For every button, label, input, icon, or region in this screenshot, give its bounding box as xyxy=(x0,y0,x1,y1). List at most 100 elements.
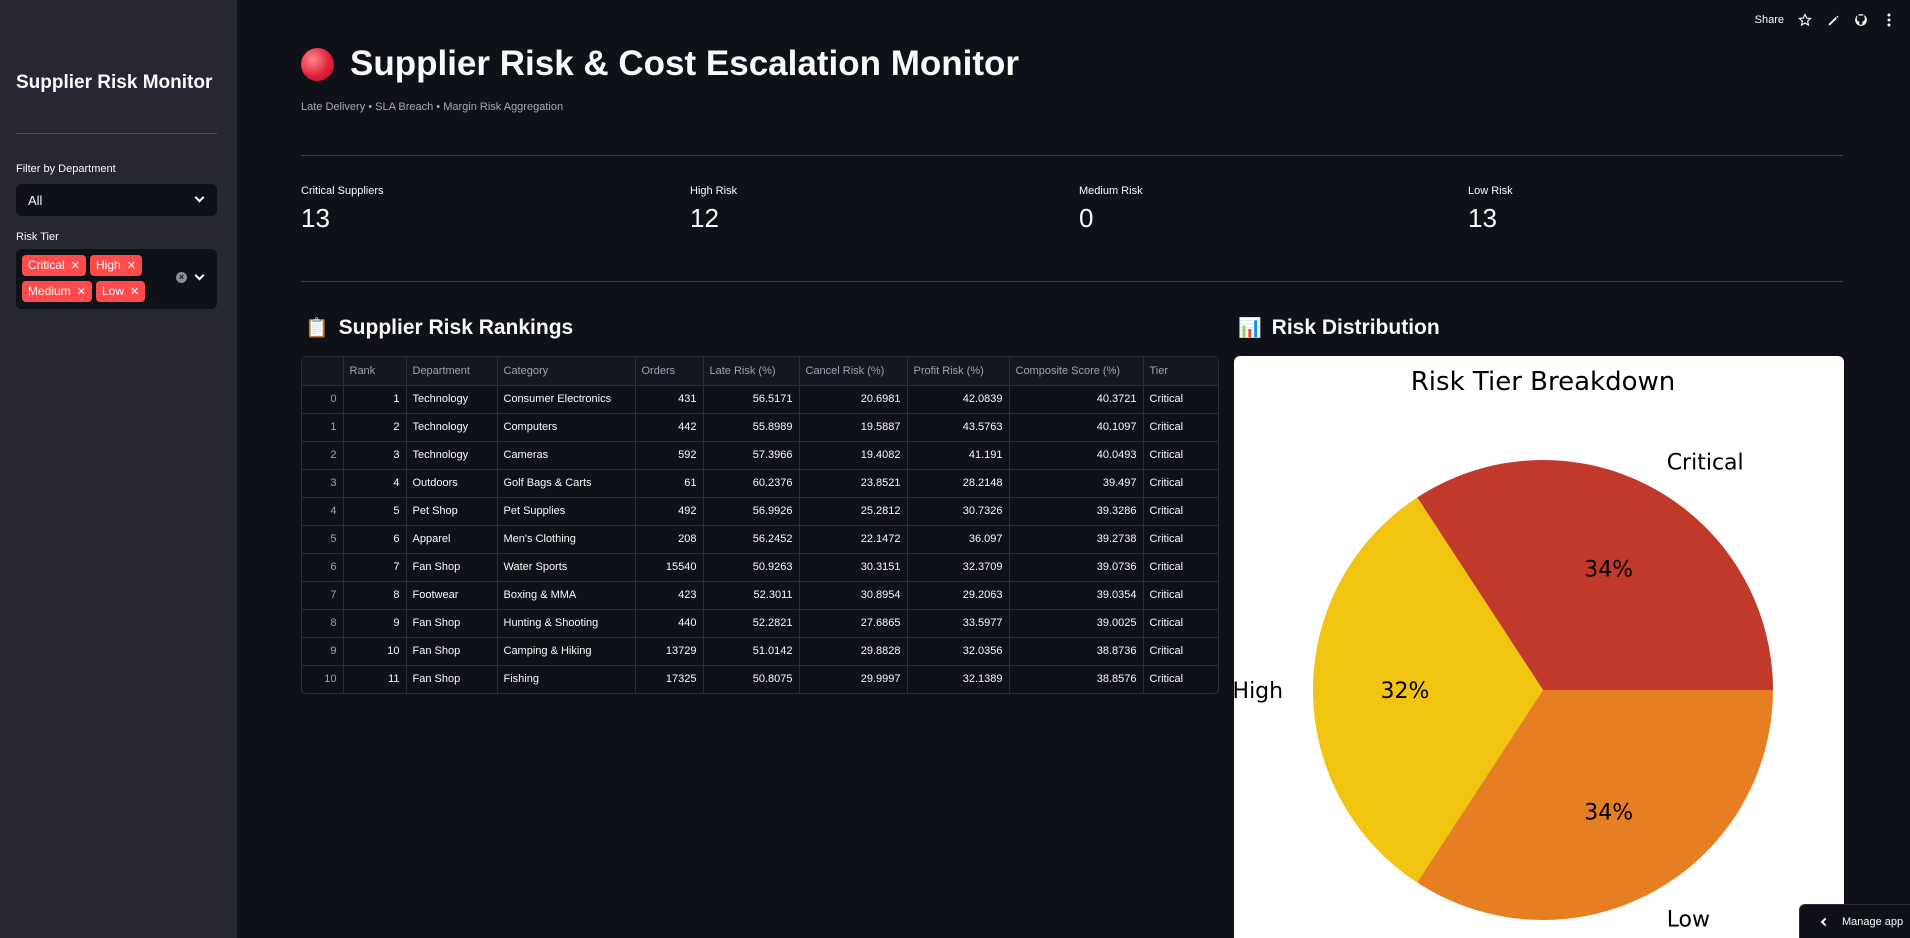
metric-value: 13 xyxy=(1468,203,1497,233)
table-cell: 56.5171 xyxy=(703,385,800,414)
table-cell: Cameras xyxy=(497,441,636,470)
table-row[interactable]: 2 3 Technology Cameras 592 57.3966 19.4082 41.1… xyxy=(302,441,1218,470)
pie-percent-label: 32% xyxy=(1381,679,1430,704)
table-row[interactable]: 8 9 Fan Shop Hunting & Shooting 440 52.2821 27… xyxy=(302,609,1218,638)
table-cell: 6 xyxy=(343,525,407,554)
table-cell: 9 xyxy=(343,609,407,638)
table-cell: Men's Clothing xyxy=(497,525,636,554)
column-header[interactable]: Department xyxy=(406,357,498,386)
column-header[interactable]: Late Risk (%) xyxy=(703,357,800,386)
table-cell: 440 xyxy=(635,609,704,638)
pie-percent-label: 34% xyxy=(1584,558,1633,583)
row-index: 2 xyxy=(302,441,344,470)
table-cell: 56.9926 xyxy=(703,497,800,526)
column-header[interactable] xyxy=(302,357,344,386)
share-button[interactable]: Share xyxy=(1754,14,1784,26)
remove-tag-icon[interactable]: ✕ xyxy=(70,260,80,272)
department-select-value: All xyxy=(28,193,43,208)
sidebar: Supplier Risk Monitor Filter by Departme… xyxy=(0,0,237,938)
row-index: 5 xyxy=(302,525,344,554)
department-select[interactable]: All xyxy=(16,184,217,216)
table-row[interactable]: 4 5 Pet Shop Pet Supplies 492 56.9926 25.2812 3… xyxy=(302,497,1218,526)
table-row[interactable]: 10 11 Fan Shop Fishing 17325 50.8075 29.9997 32… xyxy=(302,665,1218,693)
table-cell: 57.3966 xyxy=(703,441,800,470)
table-row[interactable]: 0 1 Technology Consumer Electronics 431 56.51… xyxy=(302,385,1218,414)
table-cell: Critical xyxy=(1143,525,1218,554)
table-cell: 30.3151 xyxy=(799,553,908,582)
metric-low-risk: Low Risk 13 xyxy=(1468,185,1513,234)
tier-tag-critical[interactable]: Critical ✕ xyxy=(22,255,86,276)
table-cell: 208 xyxy=(635,525,704,554)
remove-tag-icon[interactable]: ✕ xyxy=(126,260,136,272)
clipboard-icon: 📋 xyxy=(305,318,329,339)
table-cell: 38.8576 xyxy=(1009,665,1144,693)
edit-icon[interactable] xyxy=(1826,13,1840,27)
row-index: 9 xyxy=(302,637,344,666)
row-index: 8 xyxy=(302,609,344,638)
table-cell: Critical xyxy=(1143,469,1218,498)
table-row[interactable]: 6 7 Fan Shop Water Sports 15540 50.9263 30.315… xyxy=(302,553,1218,582)
tier-tag-medium[interactable]: Medium ✕ xyxy=(22,281,92,302)
column-header[interactable]: Category xyxy=(497,357,636,386)
table-cell: Apparel xyxy=(406,525,498,554)
table-cell: 39.0354 xyxy=(1009,581,1144,610)
table-cell: Boxing & MMA xyxy=(497,581,636,610)
table-cell: Fan Shop xyxy=(406,609,498,638)
star-icon[interactable] xyxy=(1798,13,1812,27)
table-cell: 33.5977 xyxy=(907,609,1010,638)
pie-slice-high xyxy=(1313,497,1543,883)
table-row[interactable]: 5 6 Apparel Men's Clothing 208 56.2452 22.1472… xyxy=(302,525,1218,554)
table-cell: 39.497 xyxy=(1009,469,1144,498)
rankings-table[interactable]: Rank Department Category Orders Late Risk (%… xyxy=(301,356,1219,694)
column-header[interactable]: Orders xyxy=(635,357,704,386)
table-cell: 29.9997 xyxy=(799,665,908,693)
pie-category-label: High xyxy=(1234,679,1283,704)
remove-tag-icon[interactable]: ✕ xyxy=(76,286,86,298)
column-header[interactable]: Profit Risk (%) xyxy=(907,357,1010,386)
table-cell: 29.8828 xyxy=(799,637,908,666)
table-cell: 40.1097 xyxy=(1009,413,1144,442)
column-header[interactable]: Tier xyxy=(1143,357,1218,386)
table-row[interactable]: 9 10 Fan Shop Camping & Hiking 13729 51.0142 2… xyxy=(302,637,1218,666)
table-cell: 23.8521 xyxy=(799,469,908,498)
table-cell: 32.0356 xyxy=(907,637,1010,666)
table-cell: Critical xyxy=(1143,553,1218,582)
more-menu-icon[interactable] xyxy=(1882,13,1896,27)
tier-tag-low[interactable]: Low ✕ xyxy=(96,281,146,302)
clear-all-icon[interactable]: × xyxy=(176,272,187,283)
metric-label: Medium Risk xyxy=(1079,185,1143,197)
column-header[interactable]: Rank xyxy=(343,357,407,386)
column-header[interactable]: Cancel Risk (%) xyxy=(799,357,908,386)
row-index: 0 xyxy=(302,385,344,414)
metric-value: 12 xyxy=(690,203,719,233)
tier-tag-high[interactable]: High ✕ xyxy=(90,255,142,276)
table-cell: 40.0493 xyxy=(1009,441,1144,470)
table-row[interactable]: 3 4 Outdoors Golf Bags & Carts 61 60.2376 23.8… xyxy=(302,469,1218,498)
github-icon[interactable] xyxy=(1854,13,1868,27)
table-cell: 38.8736 xyxy=(1009,637,1144,666)
manage-app-button[interactable]: Manage app xyxy=(1799,904,1910,938)
remove-tag-icon[interactable]: ✕ xyxy=(130,286,140,298)
pie-percent-label: 34% xyxy=(1584,800,1633,825)
chevron-down-icon[interactable] xyxy=(194,270,205,281)
chevron-down-icon xyxy=(194,192,205,203)
table-cell: 52.2821 xyxy=(703,609,800,638)
table-cell: Hunting & Shooting xyxy=(497,609,636,638)
table-row[interactable]: 1 2 Technology Computers 442 55.8989 19.5887 43… xyxy=(302,413,1218,442)
table-cell: 29.2063 xyxy=(907,581,1010,610)
table-row[interactable]: 7 8 Footwear Boxing & MMA 423 52.3011 30.8954 2… xyxy=(302,581,1218,610)
pie-slice-critical xyxy=(1417,459,1773,690)
table-cell: Fan Shop xyxy=(406,665,498,693)
divider xyxy=(301,155,1843,156)
column-header[interactable]: Composite Score (%) xyxy=(1009,357,1144,386)
department-filter-label: Filter by Department xyxy=(16,163,116,175)
table-cell: 5 xyxy=(343,497,407,526)
table-cell: 431 xyxy=(635,385,704,414)
chevron-left-icon xyxy=(1820,917,1830,926)
table-cell: 19.4082 xyxy=(799,441,908,470)
pie-slice-low xyxy=(1417,690,1773,920)
risk-tier-multiselect[interactable]: Critical ✕ High ✕ Medium ✕ Low ✕ × xyxy=(16,249,217,309)
metric-value: 13 xyxy=(301,203,330,233)
table-cell: Consumer Electronics xyxy=(497,385,636,414)
table-cell: 32.1389 xyxy=(907,665,1010,693)
